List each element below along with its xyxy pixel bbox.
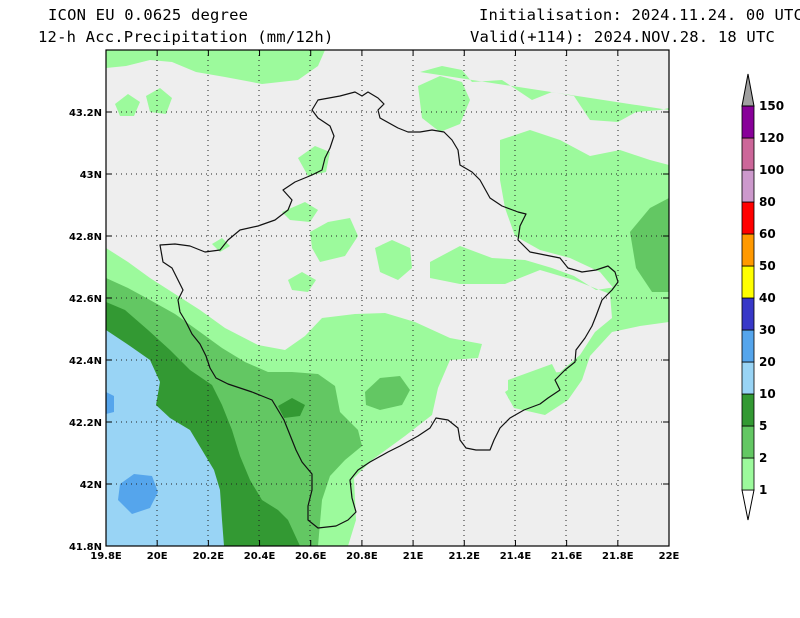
lon-tick-label: 21.6E [551, 551, 583, 562]
precip-10-20-areas [106, 302, 305, 546]
precip-area-northwest-top [106, 50, 325, 84]
lon-tick-label: 21.4E [500, 551, 532, 562]
map-field [106, 50, 669, 546]
colorbar-label: 60 [759, 227, 776, 241]
precip-area-east-edge [630, 198, 669, 292]
lat-tick-label: 42N [80, 480, 102, 491]
lon-tick-label: 20.8E [346, 551, 378, 562]
precip-area-tiny-west [212, 238, 230, 252]
precip-area-blue-edge [106, 392, 114, 414]
lon-tick-label: 19.8E [90, 551, 122, 562]
colorbar-label: 20 [759, 355, 776, 369]
colorbar-segment [741, 233, 755, 267]
precip-area-center-blob [365, 376, 410, 410]
precip-area-northeast [420, 66, 669, 415]
colorbar-legend: 1 2 5 10 20 30 40 50 60 80 100 120 150 [741, 73, 784, 521]
colorbar-segment [741, 425, 755, 459]
precip-area-center-north [310, 218, 358, 262]
colorbar-segment [741, 329, 755, 363]
lon-tick-label: 20.4E [244, 551, 276, 562]
colorbar-label: 40 [759, 291, 776, 305]
lat-tick-label: 42.8N [69, 232, 102, 243]
valid-time: Valid(+114): 2024.NOV.28. 18 UTC [470, 28, 776, 46]
colorbar-label: 150 [759, 99, 784, 113]
longitude-axis: 19.8E 20E 20.2E 20.4E 20.6E 20.8E 21E 21.2E 21.4… [90, 551, 679, 562]
precip-area-southwest-dark [106, 302, 300, 546]
colorbar-segment [741, 169, 755, 203]
colorbar-segment [741, 201, 755, 235]
colorbar-segment [741, 105, 755, 139]
colorbar-max-arrow [741, 73, 755, 107]
colorbar-label: 10 [759, 387, 776, 401]
colorbar-label: 50 [759, 259, 776, 273]
colorbar-segment [741, 361, 755, 395]
colorbar-label: 120 [759, 131, 784, 145]
precip-area-blue-patch [118, 474, 158, 514]
region-border [159, 91, 619, 529]
precip-area-dark-patch [278, 398, 305, 418]
precip-area-east-band [500, 130, 669, 300]
lon-tick-label: 20.6E [295, 551, 327, 562]
colorbar-label: 30 [759, 323, 776, 337]
lat-tick-label: 41.8N [69, 542, 102, 553]
precip-area-small-west-2 [146, 88, 172, 114]
lat-tick-label: 43.2N [69, 108, 102, 119]
lon-tick-label: 20.2E [193, 551, 225, 562]
initialisation-time: Initialisation: 2024.11.24. 00 UTC [479, 6, 800, 24]
lon-tick-label: 22E [659, 551, 680, 562]
model-title: ICON EU 0.0625 degree [48, 6, 249, 24]
lon-tick-label: 21.2E [449, 551, 481, 562]
lon-tick-label: 21E [403, 551, 424, 562]
parameter-title: 12-h Acc.Precipitation (mm/12h) [38, 28, 334, 46]
lat-tick-label: 42.2N [69, 418, 102, 429]
colorbar-segment [741, 457, 755, 491]
colorbar-label: 80 [759, 195, 776, 209]
precip-30-40-areas [106, 392, 158, 514]
lat-tick-label: 42.6N [69, 294, 102, 305]
colorbar-segment [741, 297, 755, 331]
axis-ticks [105, 50, 670, 547]
colorbar-segment [741, 265, 755, 299]
lon-tick-label: 21.8E [602, 551, 634, 562]
precip-area-west-ribbon [282, 202, 318, 222]
precip-area-small-center [288, 272, 316, 292]
precip-area-east-lower [508, 364, 560, 408]
latitude-axis: 41.8N 42N 42.2N 42.4N 42.6N 42.8N 43N 43.2N [69, 108, 102, 553]
colorbar-min-arrow [741, 489, 755, 521]
colorbar-label: 1 [759, 483, 767, 497]
lat-tick-label: 42.4N [69, 356, 102, 367]
colorbar-segment [741, 137, 755, 171]
precip-area-north-cluster [418, 76, 470, 132]
colorbar-segment [741, 393, 755, 427]
lon-tick-label: 20E [147, 551, 168, 562]
precip-area-central-blob [375, 240, 412, 280]
colorbar-label: 2 [759, 451, 767, 465]
colorbar-label: 100 [759, 163, 784, 177]
precip-area-small-west [115, 94, 140, 116]
lat-tick-label: 43N [80, 170, 102, 181]
colorbar-label: 5 [759, 419, 767, 433]
